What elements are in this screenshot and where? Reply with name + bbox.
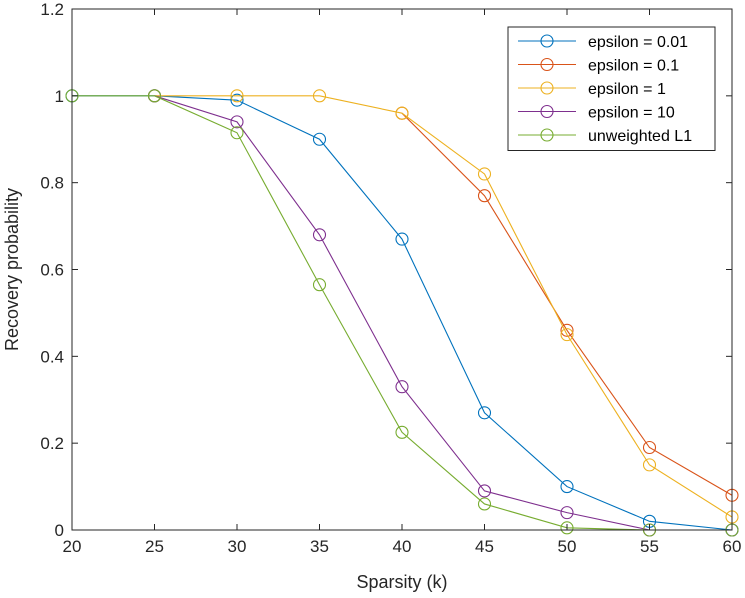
data-point (560, 480, 574, 494)
data-point (230, 126, 244, 140)
x-tick-label: 55 (640, 537, 659, 556)
data-point (395, 106, 409, 120)
legend-item: epsilon = 1 (518, 81, 666, 98)
series-layer (65, 89, 739, 537)
data-point (230, 115, 244, 129)
data-point (312, 228, 327, 242)
y-tick-label: 0 (55, 521, 64, 540)
data-point (560, 506, 574, 520)
data-point (642, 458, 657, 472)
data-point (312, 132, 327, 146)
x-tick-label: 25 (145, 537, 164, 556)
legend-marker (540, 34, 554, 48)
legend-item: epsilon = 0.01 (518, 34, 688, 51)
data-point (560, 323, 574, 337)
legend-item: epsilon = 0.1 (518, 58, 679, 75)
y-tick-label: 0.4 (40, 347, 64, 366)
legend-item: unweighted L1 (518, 128, 692, 145)
data-point (312, 89, 327, 103)
x-tick-label: 60 (723, 537, 742, 556)
series-line (401, 112, 733, 496)
x-tick-label: 20 (63, 537, 82, 556)
legend-marker (540, 57, 554, 72)
data-point (560, 521, 574, 535)
data-point (147, 89, 162, 103)
series-line (154, 95, 733, 518)
y-tick-label: 0.8 (40, 174, 64, 193)
series-line (154, 95, 732, 531)
data-point (477, 189, 492, 203)
x-tick-label: 40 (393, 537, 412, 556)
legend-item: epsilon = 10 (518, 105, 675, 122)
legend-marker (540, 128, 554, 142)
data-point (312, 278, 327, 292)
series-line (72, 95, 732, 531)
data-point (230, 93, 244, 107)
data-point (230, 89, 244, 103)
legend-label: epsilon = 10 (588, 105, 675, 122)
legend-label: epsilon = 0.01 (588, 34, 688, 51)
x-axis-label: Sparsity (k) (356, 572, 447, 592)
series-2 (147, 89, 739, 524)
axes: 20 25 30 35 40 45 50 55 60 0 0.2 0.4 0.6 0.8 1 1.2 (40, 0, 741, 556)
legend-marker (540, 104, 554, 119)
data-point (642, 440, 657, 455)
legend-box (507, 26, 716, 151)
legend-label: epsilon = 0.1 (588, 58, 679, 75)
y-tick-label: 1 (55, 87, 64, 106)
data-point (477, 167, 492, 181)
series-line (72, 95, 733, 531)
data-point (477, 484, 492, 498)
x-tick-label: 35 (310, 537, 329, 556)
data-point (395, 425, 409, 439)
data-point (477, 497, 492, 511)
legend-marker (540, 81, 554, 95)
y-axis-label: Recovery probability (2, 188, 22, 351)
x-tick-label: 50 (558, 537, 577, 556)
y-tick-label: 0.6 (40, 261, 64, 280)
x-tick-label: 30 (228, 537, 247, 556)
legend-label: unweighted L1 (588, 128, 692, 145)
y-tick-label: 0.2 (40, 434, 64, 453)
legend-label: epsilon = 1 (588, 81, 666, 98)
data-point (560, 328, 574, 342)
data-point (395, 380, 409, 394)
y-tick-label: 1.2 (40, 0, 64, 19)
legend: epsilon = 0.01 epsilon = 0.1 epsilon = 1 ep… (507, 26, 716, 151)
data-point (477, 406, 492, 420)
data-point (395, 232, 409, 246)
x-tick-label: 45 (475, 537, 494, 556)
